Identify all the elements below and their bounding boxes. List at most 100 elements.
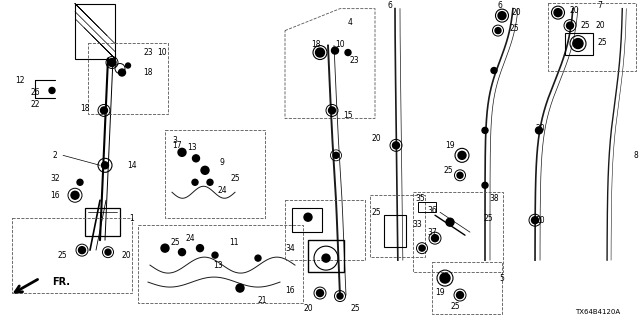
Text: 20: 20 (303, 304, 313, 313)
Circle shape (196, 245, 204, 252)
Text: 21: 21 (257, 296, 267, 305)
Text: 3: 3 (173, 136, 177, 145)
Circle shape (392, 142, 399, 149)
Circle shape (100, 107, 108, 114)
Bar (138, 225, 303, 303)
Circle shape (304, 213, 312, 221)
Circle shape (333, 152, 339, 158)
Circle shape (193, 155, 200, 162)
Circle shape (345, 50, 351, 56)
Text: FR.: FR. (52, 277, 70, 287)
Text: 18: 18 (80, 104, 90, 113)
Circle shape (178, 148, 186, 156)
Circle shape (328, 107, 335, 114)
Bar (88, 43, 168, 115)
Bar (418, 202, 436, 212)
Bar (12, 218, 132, 293)
Circle shape (495, 28, 501, 34)
Text: 9: 9 (220, 158, 225, 167)
Text: 11: 11 (229, 238, 239, 247)
Bar (165, 130, 265, 218)
Text: 22: 22 (30, 100, 40, 109)
Text: TX64B4120A: TX64B4120A (575, 309, 620, 315)
Text: 25: 25 (597, 38, 607, 47)
Text: 20: 20 (511, 8, 521, 17)
Text: 1: 1 (130, 214, 134, 223)
Text: 20: 20 (371, 134, 381, 143)
Circle shape (536, 127, 543, 134)
Circle shape (192, 179, 198, 185)
Bar (75, 4, 115, 59)
Text: 34: 34 (285, 244, 295, 253)
Circle shape (212, 252, 218, 258)
Text: 25: 25 (509, 24, 519, 33)
Circle shape (118, 69, 125, 76)
Text: 20: 20 (535, 216, 545, 225)
Circle shape (457, 172, 463, 178)
Bar (370, 195, 425, 257)
Text: 18: 18 (311, 40, 321, 49)
Bar (548, 3, 636, 70)
Text: 14: 14 (127, 161, 137, 170)
Text: 35: 35 (415, 194, 425, 203)
Circle shape (79, 247, 86, 254)
Circle shape (491, 68, 497, 74)
Bar (432, 262, 502, 314)
Circle shape (255, 255, 261, 261)
Circle shape (77, 179, 83, 185)
Text: 20: 20 (121, 251, 131, 260)
Text: 20: 20 (569, 6, 579, 15)
Circle shape (456, 292, 463, 299)
Bar (413, 192, 503, 272)
Circle shape (482, 182, 488, 188)
Text: 25: 25 (350, 304, 360, 313)
Circle shape (108, 59, 116, 67)
Text: 10: 10 (157, 48, 167, 57)
Text: 25: 25 (57, 251, 67, 260)
Circle shape (332, 47, 339, 54)
Text: 12: 12 (15, 76, 25, 85)
Circle shape (337, 293, 343, 299)
Text: 20: 20 (595, 21, 605, 30)
Text: 23: 23 (349, 56, 359, 65)
Text: 2: 2 (52, 151, 58, 160)
Text: 16: 16 (50, 191, 60, 200)
Circle shape (440, 273, 450, 283)
Text: 8: 8 (634, 151, 638, 160)
Text: 25: 25 (371, 208, 381, 217)
Text: 37: 37 (427, 228, 437, 237)
Circle shape (419, 245, 425, 251)
Bar (285, 200, 365, 260)
Circle shape (531, 217, 538, 224)
Text: 10: 10 (335, 40, 345, 49)
Circle shape (179, 249, 186, 256)
Text: 24: 24 (185, 234, 195, 243)
Bar (384, 215, 406, 247)
Text: 20: 20 (535, 124, 545, 133)
Text: 19: 19 (445, 141, 455, 150)
Bar (292, 208, 322, 232)
Text: 5: 5 (500, 274, 504, 283)
Text: 36: 36 (427, 206, 437, 215)
Bar (85, 208, 120, 236)
Text: 25: 25 (450, 301, 460, 310)
Circle shape (71, 191, 79, 199)
Circle shape (49, 87, 55, 93)
Text: 33: 33 (412, 220, 422, 229)
Text: 26: 26 (30, 88, 40, 97)
Text: 7: 7 (598, 1, 602, 10)
Circle shape (105, 249, 111, 255)
Circle shape (236, 284, 244, 292)
Text: 23: 23 (143, 48, 153, 57)
Circle shape (482, 127, 488, 133)
Text: 13: 13 (213, 260, 223, 270)
Text: 25: 25 (483, 214, 493, 223)
Circle shape (431, 235, 438, 242)
Circle shape (161, 244, 169, 252)
Circle shape (446, 218, 454, 226)
Circle shape (554, 9, 562, 17)
Text: 6: 6 (388, 1, 392, 10)
Circle shape (207, 179, 213, 185)
Text: 6: 6 (497, 1, 502, 10)
Circle shape (573, 39, 583, 49)
